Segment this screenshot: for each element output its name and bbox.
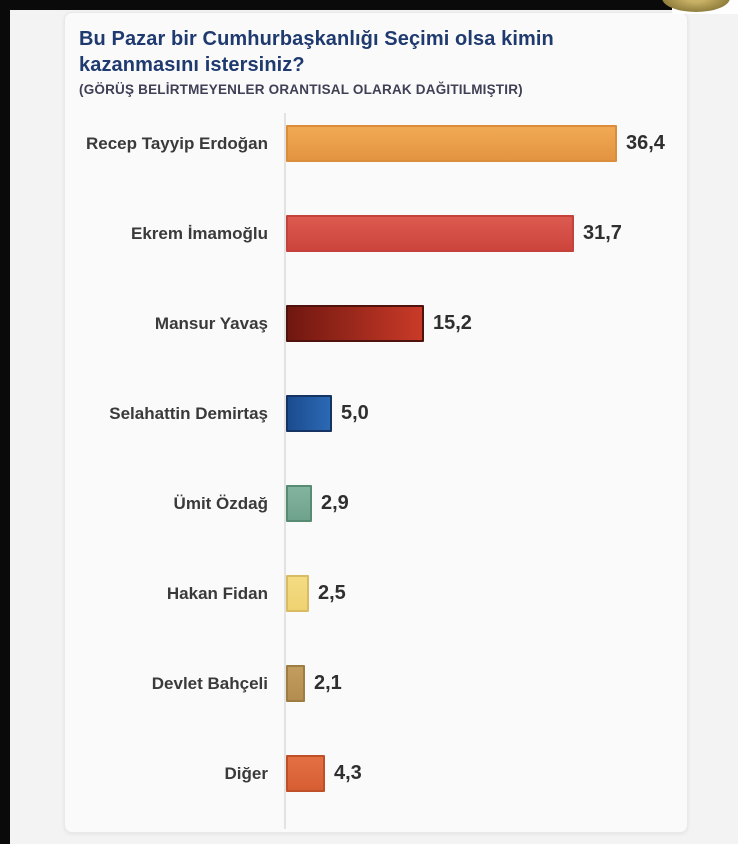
bar bbox=[286, 305, 424, 343]
bar-chart: Recep Tayyip Erdoğan 36,4 Ekrem İmamoğlu… bbox=[65, 99, 687, 829]
poll-chart-card: Bu Pazar bir Cumhurbaşkanlığı Seçimi ols… bbox=[64, 12, 688, 833]
bar-rows: Recep Tayyip Erdoğan 36,4 Ekrem İmamoğlu… bbox=[65, 99, 687, 819]
bar-label: Ekrem İmamoğlu bbox=[131, 223, 268, 243]
chart-header: Bu Pazar bir Cumhurbaşkanlığı Seçimi ols… bbox=[65, 13, 687, 97]
bar bbox=[286, 125, 617, 163]
bar bbox=[286, 575, 309, 613]
bar-label: Devlet Bahçeli bbox=[151, 673, 268, 693]
bar-row: Recep Tayyip Erdoğan 36,4 bbox=[65, 99, 687, 189]
y-axis-line bbox=[284, 112, 286, 829]
chart-title: Bu Pazar bir Cumhurbaşkanlığı Seçimi ols… bbox=[79, 28, 554, 77]
bar-row: Mansur Yavaş 15,2 bbox=[65, 279, 687, 369]
bar bbox=[286, 665, 305, 703]
bar bbox=[286, 755, 325, 793]
bar-row: Devlet Bahçeli 2,1 bbox=[65, 639, 687, 729]
bar-row: Ekrem İmamoğlu 31,7 bbox=[65, 189, 687, 279]
bar-value: 36,4 bbox=[626, 132, 665, 155]
bar bbox=[286, 485, 312, 523]
bar-row: Selahattin Demirtaş 5,0 bbox=[65, 369, 687, 459]
bar-value: 15,2 bbox=[433, 312, 472, 335]
bar-value: 2,5 bbox=[318, 582, 346, 605]
bar-row: Ümit Özdağ 2,9 bbox=[65, 459, 687, 549]
bar bbox=[286, 215, 574, 253]
bar-value: 5,0 bbox=[341, 402, 369, 425]
bar-value: 4,3 bbox=[334, 762, 362, 785]
bar-label: Hakan Fidan bbox=[166, 583, 268, 603]
bar-value: 31,7 bbox=[583, 222, 622, 245]
left-black-strip bbox=[0, 0, 10, 844]
gold-logo-badge-icon bbox=[662, 0, 730, 12]
bar-value: 2,1 bbox=[314, 672, 342, 695]
chart-subtitle: (GÖRÜŞ BELİRTMEYENLER ORANTISAL OLARAK D… bbox=[79, 81, 523, 97]
bar-value: 2,9 bbox=[321, 492, 349, 515]
bar-row: Hakan Fidan 2,5 bbox=[65, 549, 687, 639]
bar-label: Ümit Özdağ bbox=[173, 493, 268, 513]
top-black-strip bbox=[0, 0, 673, 10]
bar bbox=[286, 395, 332, 433]
bar-label: Selahattin Demirtaş bbox=[109, 403, 268, 423]
bar-label: Recep Tayyip Erdoğan bbox=[85, 133, 268, 153]
bar-row: Diğer 4,3 bbox=[65, 729, 687, 819]
bar-label: Mansur Yavaş bbox=[154, 313, 268, 333]
bar-label: Diğer bbox=[224, 763, 268, 783]
